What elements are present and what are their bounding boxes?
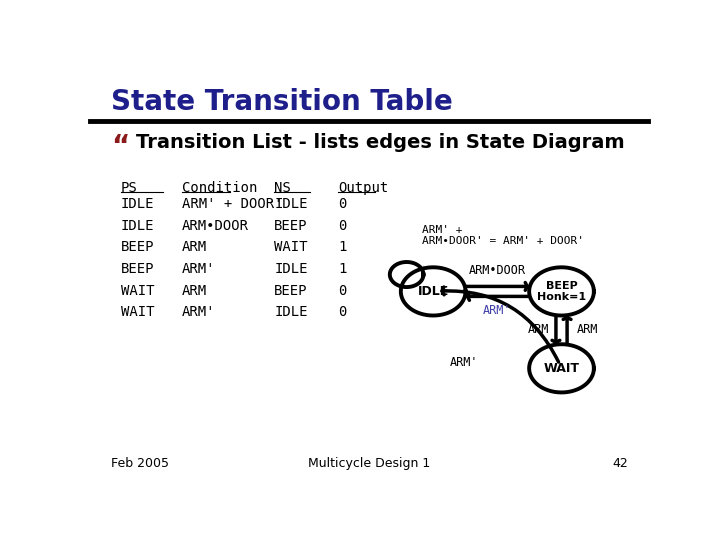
Text: ARM' +
ARM•DOOR' = ARM' + DOOR': ARM' + ARM•DOOR' = ARM' + DOOR' (422, 225, 584, 246)
Text: Condition: Condition (182, 181, 258, 195)
Text: Transition List - lists edges in State Diagram: Transition List - lists edges in State D… (136, 133, 624, 152)
Text: IDLE: IDLE (274, 305, 307, 319)
Text: BEEP
Honk=1: BEEP Honk=1 (537, 281, 586, 302)
Text: ARM': ARM' (483, 304, 512, 317)
Text: Output: Output (338, 181, 389, 195)
Text: BEEP: BEEP (274, 219, 307, 233)
Text: Multicycle Design 1: Multicycle Design 1 (308, 457, 430, 470)
Text: WAIT: WAIT (544, 362, 580, 375)
Text: ARM: ARM (182, 240, 207, 254)
Text: WAIT: WAIT (121, 284, 154, 298)
Text: Feb 2005: Feb 2005 (111, 457, 169, 470)
Text: 1: 1 (338, 262, 347, 276)
Text: “: “ (111, 133, 130, 161)
Text: 1: 1 (338, 240, 347, 254)
Text: BEEP: BEEP (274, 284, 307, 298)
Text: WAIT: WAIT (121, 305, 154, 319)
Text: ARM: ARM (577, 323, 598, 336)
Text: IDLE: IDLE (418, 285, 449, 298)
Text: PS: PS (121, 181, 138, 195)
Text: BEEP: BEEP (121, 240, 154, 254)
Text: 0: 0 (338, 284, 347, 298)
Text: BEEP: BEEP (121, 262, 154, 276)
Text: IDLE: IDLE (274, 262, 307, 276)
Text: State Transition Table: State Transition Table (111, 87, 453, 116)
Text: ARM: ARM (182, 284, 207, 298)
Text: ARM': ARM' (182, 305, 215, 319)
Text: IDLE: IDLE (121, 219, 154, 233)
Text: IDLE: IDLE (121, 197, 154, 211)
Text: ARM': ARM' (449, 356, 478, 369)
Text: ARM: ARM (528, 323, 549, 336)
Text: 0: 0 (338, 219, 347, 233)
Text: ARM': ARM' (182, 262, 215, 276)
Text: 0: 0 (338, 305, 347, 319)
Text: ARM' + DOOR': ARM' + DOOR' (182, 197, 282, 211)
Text: IDLE: IDLE (274, 197, 307, 211)
Text: NS: NS (274, 181, 291, 195)
Text: ARM•DOOR: ARM•DOOR (182, 219, 249, 233)
Text: ARM•DOOR: ARM•DOOR (469, 264, 526, 277)
Text: WAIT: WAIT (274, 240, 307, 254)
Text: 42: 42 (613, 457, 629, 470)
Text: 0: 0 (338, 197, 347, 211)
